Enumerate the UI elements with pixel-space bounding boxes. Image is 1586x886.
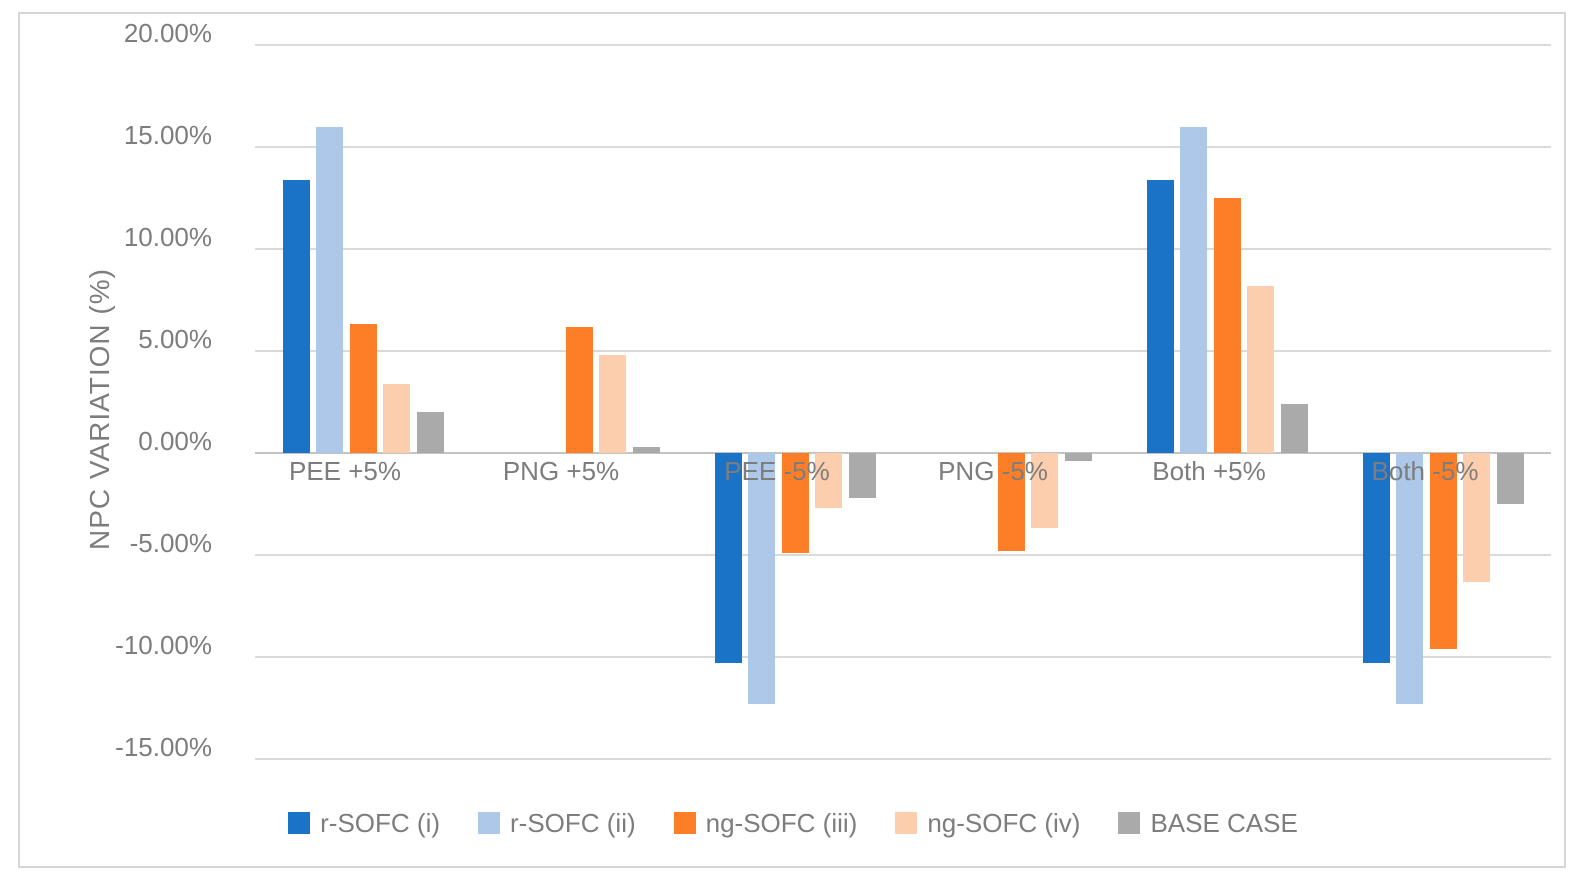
bar-ng-sofc-iii--png-5- — [565, 326, 593, 453]
bar-ng-sofc-iv--both-5- — [1247, 285, 1274, 453]
x-tick-label: PNG +5% — [502, 456, 620, 486]
legend-swatch-icon — [478, 812, 500, 834]
y-tick-label: 0.00% — [138, 426, 212, 456]
legend-entry: ng-SOFC (iv) — [895, 808, 1080, 839]
gridline — [255, 350, 1551, 352]
bar-ng-sofc-iii--both-5- — [1429, 453, 1457, 649]
chart-legend: r-SOFC (i) r-SOFC (ii) ng-SOFC (iii) ng-SOF… — [18, 800, 1568, 846]
bar-r-sofc-i--pee-5- — [282, 179, 310, 453]
legend-swatch-icon — [673, 812, 696, 834]
legend-label: ng-SOFC (iv) — [927, 807, 1081, 838]
bar-base-case-both-5- — [1280, 404, 1308, 453]
bar-ng-sofc-iv--pee-5- — [815, 453, 842, 509]
y-tick-label: 5.00% — [138, 324, 212, 354]
legend-entry: r-SOFC (ii) — [478, 808, 636, 839]
bar-base-case-pee-5- — [848, 453, 876, 498]
bar-r-sofc-i--both-5- — [1146, 179, 1174, 453]
x-tick-label: PEE -5% — [724, 456, 830, 486]
legend-label: r-SOFC (i) — [320, 807, 440, 838]
y-tick-label: 15.00% — [123, 120, 212, 150]
legend-label: BASE CASE — [1150, 807, 1298, 838]
y-tick-label: 10.00% — [123, 222, 212, 252]
x-tick-label: Both +5% — [1152, 456, 1266, 486]
gridline — [255, 248, 1551, 250]
bar-ng-sofc-iv--pee-5- — [383, 383, 410, 453]
bar-ng-sofc-iv--both-5- — [1463, 453, 1490, 582]
legend-entry: ng-SOFC (iii) — [673, 807, 858, 839]
bar-r-sofc-ii--both-5- — [1180, 126, 1207, 453]
y-tick-label: -10.00% — [115, 630, 212, 660]
bar-ng-sofc-iii--both-5- — [1213, 198, 1241, 453]
y-axis-title: NPC VARIATION (%) — [84, 268, 115, 550]
y-tick-label: 20.00% — [123, 18, 212, 48]
legend-entry: BASE CASE — [1118, 807, 1298, 839]
plot-area — [255, 44, 1551, 760]
gridline — [255, 146, 1551, 148]
y-tick-label: -5.00% — [129, 528, 212, 558]
legend-swatch-icon — [895, 812, 918, 834]
chart-frame: NPC VARIATION (%) 20.00% 15.00% 10.00% 5.00… — [18, 12, 1566, 868]
y-tick-label: -15.00% — [115, 732, 212, 762]
bar-ng-sofc-iv--png-5- — [1031, 453, 1058, 529]
x-tick-label: Both -5% — [1371, 456, 1479, 486]
bar-r-sofc-i--both-5- — [1362, 453, 1390, 664]
bar-ng-sofc-iii--png-5- — [997, 453, 1025, 551]
legend-entry: r-SOFC (i) — [288, 808, 440, 839]
bar-ng-sofc-iii--pee-5- — [349, 324, 377, 453]
legend-label: ng-SOFC (iii) — [705, 807, 858, 838]
legend-swatch-icon — [288, 812, 311, 834]
bar-r-sofc-ii--pee-5- — [748, 453, 775, 704]
bar-r-sofc-i--pee-5- — [714, 453, 742, 664]
bar-r-sofc-ii--pee-5- — [316, 126, 343, 453]
gridline — [255, 758, 1551, 760]
bar-ng-sofc-iii--pee-5- — [781, 453, 809, 553]
bar-r-sofc-ii--both-5- — [1396, 453, 1423, 704]
bar-base-case-both-5- — [1496, 453, 1524, 504]
bar-base-case-png-5- — [632, 446, 660, 453]
x-tick-label: PNG -5% — [938, 456, 1048, 486]
bar-base-case-pee-5- — [416, 412, 444, 453]
legend-swatch-icon — [1118, 812, 1141, 834]
bar-base-case-png-5- — [1064, 453, 1092, 462]
gridline — [255, 656, 1551, 658]
x-tick-label: PEE +5% — [288, 456, 401, 486]
zero-axis-line — [255, 452, 1551, 454]
gridline — [255, 554, 1551, 556]
legend-label: r-SOFC (ii) — [510, 807, 636, 838]
bar-ng-sofc-iv--png-5- — [599, 355, 626, 453]
gridline — [255, 44, 1551, 46]
